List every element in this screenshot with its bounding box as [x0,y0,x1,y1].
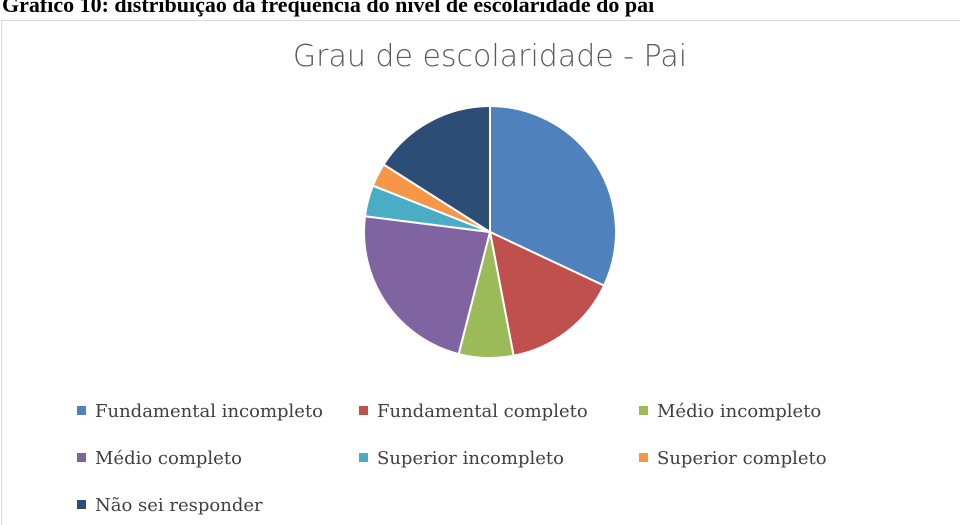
legend-swatch [77,406,86,415]
pie-slice [488,230,606,357]
legend-label: Fundamental completo [377,401,588,422]
pie-slice [489,104,617,287]
legend-label: Médio incompleto [657,401,821,422]
heading: Gráfico 10: distribuição da frequência d… [2,0,654,17]
legend-swatch [77,500,86,509]
legend-label: Médio completo [95,448,242,469]
legend-swatch [359,406,368,415]
legend-label: Fundamental incompleto [95,401,323,422]
pie-slice [363,215,492,356]
legend-label: Não sei responder [95,495,263,516]
legend-swatch [639,406,648,415]
pie-slice [382,104,491,234]
legend-swatch [77,453,86,462]
legend-swatch [359,453,368,462]
legend-swatch [639,453,648,462]
chart-title: Grau de escolaridade - Pai [293,39,687,74]
legend-label: Superior completo [657,448,827,469]
legend-label: Superior incompleto [377,448,564,469]
